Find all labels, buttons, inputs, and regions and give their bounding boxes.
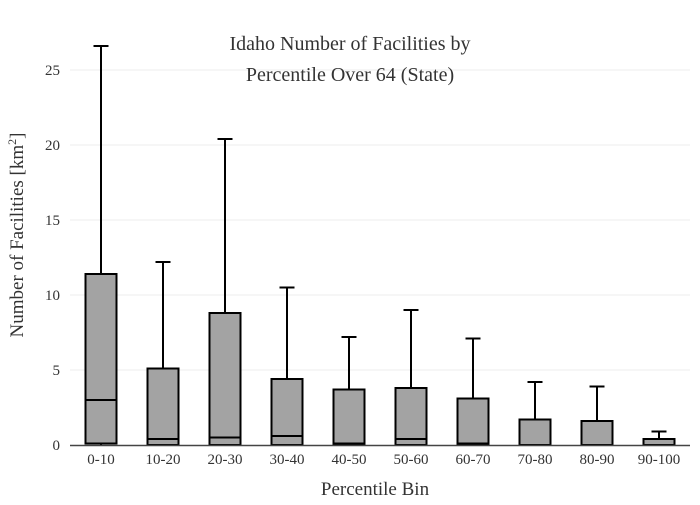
y-tick-label: 20	[45, 138, 60, 154]
box-body	[146, 367, 180, 446]
box-body	[394, 387, 428, 446]
x-tick-label: 20-30	[208, 452, 243, 468]
box-body	[580, 420, 614, 446]
box-50-60	[394, 309, 428, 446]
x-tick-label: 70-80	[518, 452, 553, 468]
x-axis-title: Percentile Bin	[321, 479, 430, 500]
chart-title-line-1: Idaho Number of Facilities by	[229, 33, 470, 55]
box-70-80	[518, 381, 552, 446]
box-30-40	[270, 286, 304, 446]
x-tick-label: 80-90	[580, 452, 615, 468]
box-40-50	[332, 336, 366, 446]
box-10-20	[146, 261, 180, 446]
x-tick-label: 50-60	[394, 452, 429, 468]
y-tick-label: 5	[53, 363, 61, 379]
box-20-30	[208, 138, 242, 446]
box-80-90	[580, 385, 614, 446]
grid-layer	[70, 69, 690, 371]
x-tick-label: 60-70	[456, 452, 491, 468]
box-body	[84, 273, 118, 445]
x-tick-label: 40-50	[332, 452, 367, 468]
y-axis-title: Number of Facilities [km2]	[5, 133, 28, 338]
axis-layer: 0 5 10 15 20 25 0-10 10-20 20-30 30-40 40-50 50-60 6…	[45, 63, 690, 468]
box-0-10	[84, 45, 118, 445]
box-body	[456, 397, 490, 446]
y-tick-label: 25	[45, 63, 60, 79]
y-axis-title-superscript: 2	[5, 139, 19, 145]
box-body	[332, 388, 366, 446]
box-60-70	[456, 337, 490, 446]
box-layer	[84, 45, 676, 446]
chart-title-line-2: Percentile Over 64 (State)	[246, 64, 454, 86]
box-90-100	[642, 430, 676, 446]
x-tick-label: 0-10	[87, 452, 115, 468]
x-tick-label: 10-20	[146, 452, 181, 468]
box-body	[208, 312, 242, 446]
box-body	[518, 418, 552, 446]
y-tick-label: 10	[45, 288, 60, 304]
y-tick-label: 0	[53, 438, 61, 454]
y-axis-title-close: ]	[7, 133, 28, 139]
y-tick-label: 15	[45, 213, 60, 229]
x-tick-label: 30-40	[270, 452, 305, 468]
x-tick-label: 90-100	[638, 452, 681, 468]
y-axis-title-main: Number of Facilities [km	[7, 145, 28, 338]
